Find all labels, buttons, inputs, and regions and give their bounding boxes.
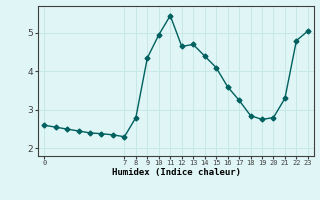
X-axis label: Humidex (Indice chaleur): Humidex (Indice chaleur) xyxy=(111,168,241,177)
